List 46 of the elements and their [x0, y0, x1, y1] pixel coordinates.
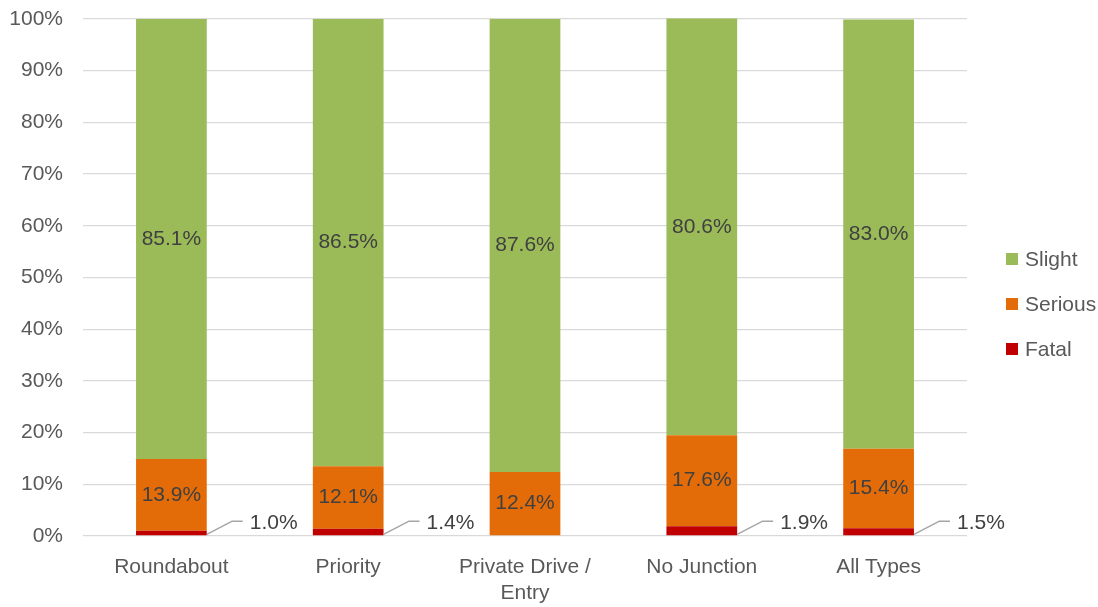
y-tick-label: 10%	[20, 471, 63, 495]
bar	[489, 19, 561, 472]
bar	[843, 448, 914, 529]
data-label: 1.0%	[249, 510, 298, 534]
bar	[666, 435, 738, 527]
data-label: 17.6%	[672, 467, 732, 491]
y-tick-label: 100%	[9, 5, 63, 29]
data-label: 15.4%	[848, 475, 909, 499]
data-label: 12.4%	[495, 490, 555, 514]
y-tick-label: 0%	[32, 522, 63, 546]
bar	[843, 19, 914, 449]
x-tick-label: Priority	[315, 554, 382, 578]
data-label: 80.6%	[672, 213, 732, 237]
bar	[312, 19, 384, 467]
legend-label: Fatal	[1025, 336, 1072, 361]
y-tick-label: 70%	[20, 160, 63, 184]
legend-label: Serious	[1025, 291, 1097, 316]
y-tick-label: 20%	[20, 419, 63, 443]
data-label: 12.1%	[318, 484, 378, 508]
bar	[312, 528, 384, 536]
x-tick-label: Private Drive / Entry	[459, 554, 592, 603]
y-tick-label: 80%	[20, 109, 63, 133]
data-label: 1.9%	[780, 510, 829, 534]
bar	[666, 18, 738, 436]
data-label: 86.5%	[318, 229, 378, 253]
bar	[136, 458, 207, 531]
bar	[312, 466, 384, 529]
y-tick-label: 40%	[20, 316, 63, 339]
data-label: 83.0%	[848, 220, 909, 244]
y-tick-label: 30%	[20, 367, 63, 391]
y-tick-label: 60%	[20, 212, 63, 236]
bar	[136, 19, 207, 459]
bar	[666, 526, 738, 536]
bar	[843, 528, 914, 536]
y-tick-label: 50%	[20, 264, 63, 288]
x-tick-label: No Junction	[646, 554, 758, 578]
x-tick-label: Roundabout	[114, 554, 229, 578]
data-label: 1.5%	[956, 510, 1005, 534]
data-label: 85.1%	[141, 225, 202, 249]
data-label: 87.6%	[495, 232, 555, 256]
data-label: 13.9%	[141, 481, 202, 505]
x-tick-label: All Types	[836, 554, 922, 578]
y-tick-label: 90%	[20, 57, 63, 81]
data-label: 1.4%	[426, 510, 475, 534]
bar	[489, 471, 561, 536]
legend-label: Slight	[1025, 246, 1078, 271]
